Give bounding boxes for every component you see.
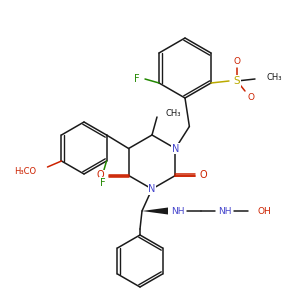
Text: F: F <box>100 178 105 188</box>
Text: CH₃: CH₃ <box>165 109 181 118</box>
Polygon shape <box>142 208 168 214</box>
Text: O: O <box>97 170 104 181</box>
Text: O: O <box>200 170 207 181</box>
Text: OH: OH <box>258 206 272 215</box>
Text: O: O <box>233 56 241 65</box>
Text: N: N <box>172 143 179 154</box>
Text: N: N <box>148 184 156 194</box>
Text: F: F <box>134 74 140 84</box>
Text: S: S <box>234 76 240 86</box>
Text: CH₃: CH₃ <box>267 74 283 82</box>
Text: H₃CO: H₃CO <box>14 167 37 176</box>
Text: NH: NH <box>171 206 185 215</box>
Text: NH: NH <box>218 206 232 215</box>
Text: O: O <box>248 92 254 101</box>
